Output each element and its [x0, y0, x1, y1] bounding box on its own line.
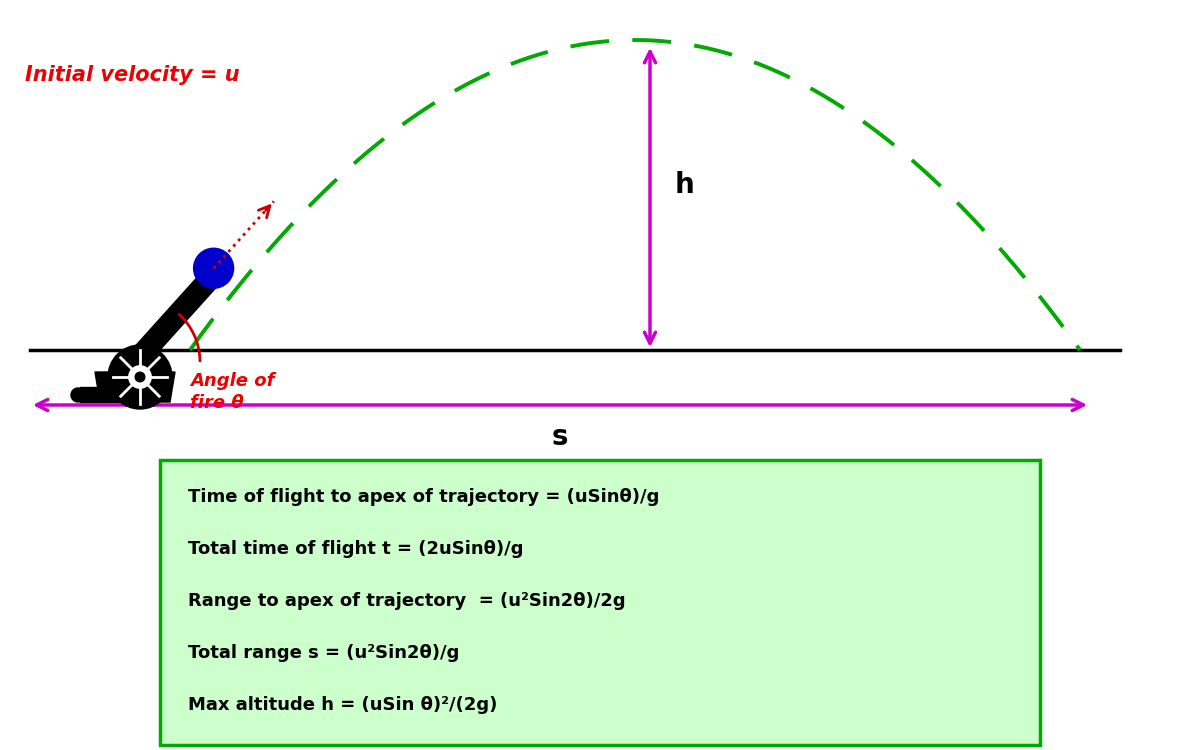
Text: h: h [676, 171, 695, 199]
Text: Total range s = (u²Sin2θ)/g: Total range s = (u²Sin2θ)/g [188, 644, 460, 662]
Circle shape [71, 388, 85, 402]
Circle shape [108, 345, 172, 409]
Text: Initial velocity = u: Initial velocity = u [25, 65, 240, 85]
Circle shape [193, 248, 234, 288]
Polygon shape [95, 372, 175, 402]
Text: Max altitude h = (uSin θ)²/(2g): Max altitude h = (uSin θ)²/(2g) [188, 696, 497, 714]
Polygon shape [80, 387, 155, 402]
Circle shape [128, 366, 151, 388]
Text: Angle of
fire θ: Angle of fire θ [190, 372, 275, 413]
Text: Time of flight to apex of trajectory = (uSinθ)/g: Time of flight to apex of trajectory = (… [188, 488, 659, 506]
Text: s: s [552, 423, 569, 451]
Text: Range to apex of trajectory  = (u²Sin2θ)/2g: Range to apex of trajectory = (u²Sin2θ)/… [188, 592, 625, 610]
Bar [160, 460, 1040, 745]
Circle shape [136, 372, 145, 382]
Text: Total time of flight t = (2uSinθ)/g: Total time of flight t = (2uSinθ)/g [188, 540, 523, 558]
